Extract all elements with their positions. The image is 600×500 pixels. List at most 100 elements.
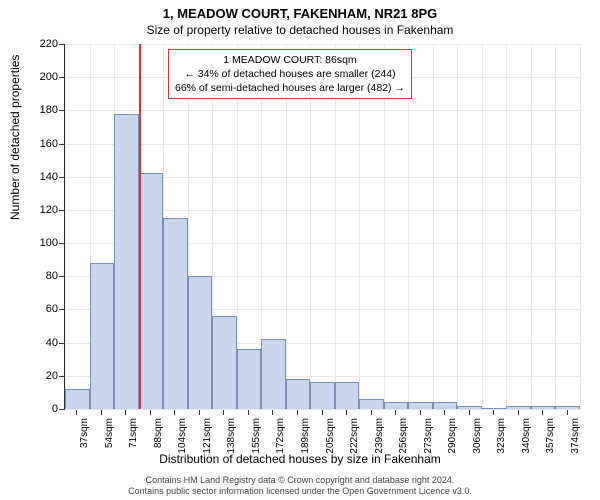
xtick-mark [101,410,102,415]
gridline-v [580,44,581,409]
xtick-label: 155sqm [251,418,262,454]
ytick-label: 0 [28,403,58,415]
xtick-mark [346,410,347,415]
xtick-label: 239sqm [374,418,385,454]
annotation-box: 1 MEADOW COURT: 86sqm← 34% of detached h… [168,49,412,100]
histogram-bar [90,263,115,409]
xtick-label: 306sqm [472,418,483,454]
xtick-mark [223,410,224,415]
xtick-mark [395,410,396,415]
gridline-v [531,44,532,409]
xtick-mark [518,410,519,415]
gridline-h [65,409,580,410]
xtick-mark [542,410,543,415]
xtick-mark [199,410,200,415]
histogram-bar [163,218,188,409]
ytick-label: 100 [28,237,58,249]
histogram-bar [482,408,507,409]
xtick-label: 290sqm [447,418,458,454]
xtick-label: 71sqm [128,418,139,448]
xtick-label: 256sqm [398,418,409,454]
histogram-bar [310,382,335,409]
histogram-bar [555,406,580,409]
ytick-mark [59,77,64,78]
ytick-mark [59,276,64,277]
histogram-bar [335,382,360,409]
xtick-label: 189sqm [300,418,311,454]
gridline-v [555,44,556,409]
xtick-mark [493,410,494,415]
ytick-label: 140 [28,171,58,183]
histogram-bar [237,349,262,409]
ytick-mark [59,376,64,377]
annotation-line1: 1 MEADOW COURT: 86sqm [175,53,405,67]
xtick-mark [420,410,421,415]
histogram-bar [286,379,311,409]
chart-title: 1, MEADOW COURT, FAKENHAM, NR21 8PG [0,0,600,21]
ytick-mark [59,343,64,344]
ytick-label: 220 [28,38,58,50]
xtick-mark [322,410,323,415]
xtick-mark [150,410,151,415]
gridline-h [65,44,580,45]
histogram-bar [139,173,164,409]
xtick-label: 357sqm [545,418,556,454]
histogram-bar [384,402,409,409]
ytick-mark [59,177,64,178]
xtick-label: 121sqm [202,418,213,454]
ytick-mark [59,144,64,145]
histogram-bar [433,402,458,409]
histogram-bar [65,389,90,409]
annotation-line3: 66% of semi-detached houses are larger (… [175,81,405,95]
ytick-mark [59,409,64,410]
xtick-mark [76,410,77,415]
ytick-mark [59,110,64,111]
ytick-label: 60 [28,303,58,315]
xtick-mark [125,410,126,415]
footer-line2: Contains public sector information licen… [0,486,600,498]
xtick-label: 205sqm [325,418,336,454]
xtick-label: 374sqm [570,418,581,454]
xtick-mark [272,410,273,415]
xtick-label: 54sqm [104,418,115,448]
histogram-bar [359,399,384,409]
xtick-label: 37sqm [79,418,90,448]
ytick-mark [59,210,64,211]
gridline-h [65,144,580,145]
xtick-mark [567,410,568,415]
gridline-v [65,44,66,409]
xtick-label: 172sqm [275,418,286,454]
xtick-mark [297,410,298,415]
footer-line1: Contains HM Land Registry data © Crown c… [0,475,600,487]
ytick-label: 20 [28,370,58,382]
histogram-bar [457,406,482,409]
xtick-label: 88sqm [153,418,164,448]
gridline-v [457,44,458,409]
ytick-mark [59,44,64,45]
plot-area: 1 MEADOW COURT: 86sqm← 34% of detached h… [64,44,580,410]
histogram-bar [408,402,433,409]
y-axis-label: Number of detached properties [8,55,22,220]
ytick-label: 200 [28,71,58,83]
ytick-label: 160 [28,138,58,150]
xtick-label: 104sqm [177,418,188,454]
xtick-label: 273sqm [423,418,434,454]
xtick-mark [469,410,470,415]
histogram-bar [212,316,237,409]
xtick-mark [248,410,249,415]
ytick-mark [59,309,64,310]
histogram-bar [261,339,286,409]
histogram-bar [188,276,213,409]
gridline-v [506,44,507,409]
ytick-label: 40 [28,337,58,349]
histogram-bar [531,406,556,409]
xtick-label: 323sqm [496,418,507,454]
marker-line [139,44,141,409]
xtick-label: 138sqm [226,418,237,454]
ytick-label: 180 [28,104,58,116]
xtick-label: 222sqm [349,418,360,454]
ytick-label: 120 [28,204,58,216]
xtick-label: 340sqm [521,418,532,454]
ytick-mark [59,243,64,244]
histogram-bar [114,114,139,409]
